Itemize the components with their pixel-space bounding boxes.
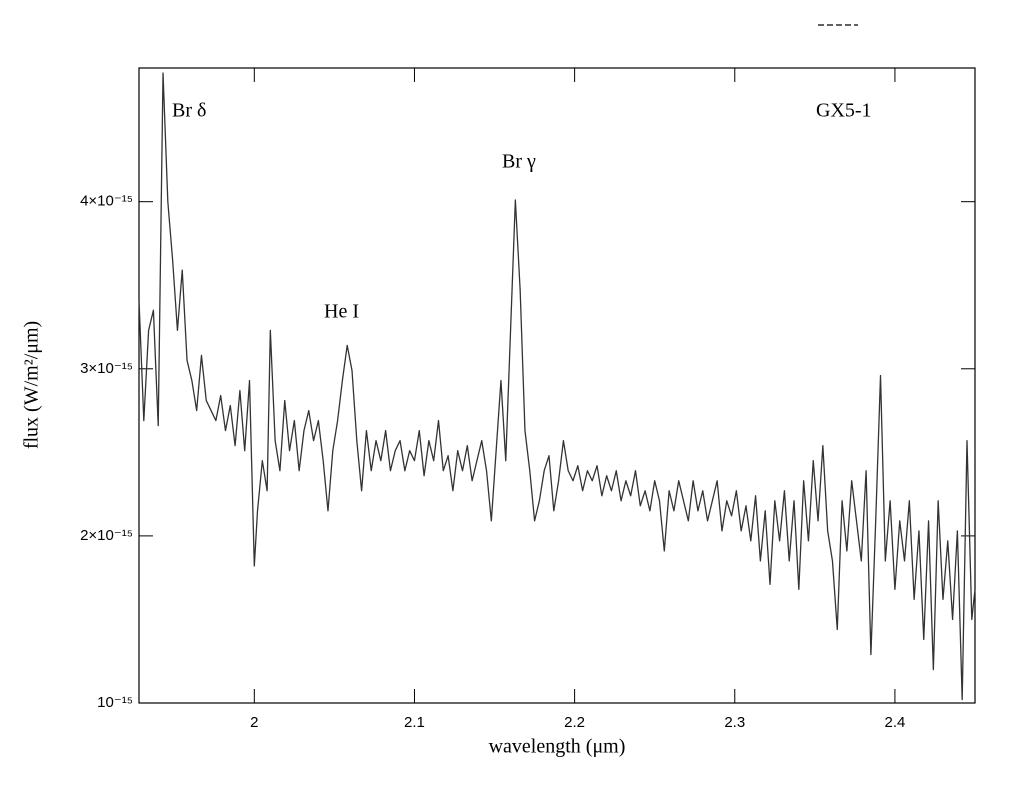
y-tick-label: 3×10⁻¹⁵: [80, 360, 133, 377]
annotation: Br δ: [172, 100, 206, 122]
x-tick-label: 2.3: [724, 714, 745, 731]
plot-frame: [138, 67, 976, 704]
x-axis-label: wavelength (μm): [489, 736, 626, 758]
x-tick-label: 2.1: [404, 714, 425, 731]
x-tick-label: 2: [250, 714, 258, 731]
annotation: He I: [324, 301, 359, 323]
y-tick-label: 10⁻¹⁵: [97, 694, 133, 711]
annotation: GX5-1: [816, 100, 872, 122]
annotation: Br γ: [502, 151, 536, 173]
x-tick-label: 2.2: [564, 714, 585, 731]
x-tick-label: 2.4: [884, 714, 905, 731]
y-axis-label: flux (W/m²/μm): [21, 321, 43, 449]
spectrum-line: [138, 72, 976, 701]
y-tick-label: 2×10⁻¹⁵: [80, 527, 133, 544]
y-tick-label: 4×10⁻¹⁵: [80, 193, 133, 210]
